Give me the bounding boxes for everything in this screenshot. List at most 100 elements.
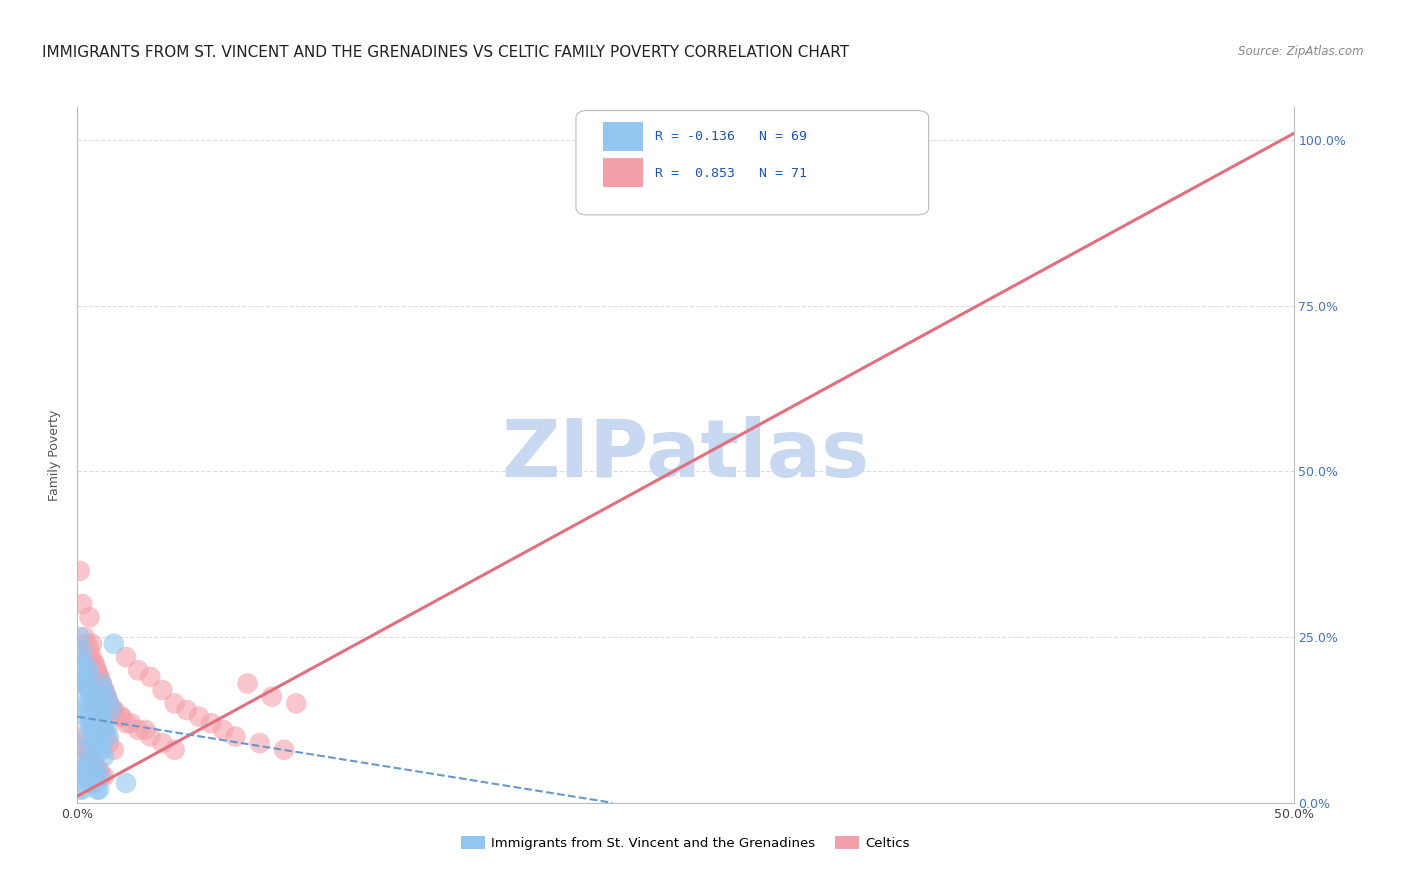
Point <box>79 776 101 790</box>
Point <box>69 782 91 797</box>
Point <box>90 769 112 783</box>
Point <box>90 709 112 723</box>
Point <box>200 716 222 731</box>
Point <box>69 630 91 644</box>
Point <box>80 776 103 790</box>
Point <box>134 723 156 737</box>
Point <box>100 703 122 717</box>
Point <box>80 690 103 704</box>
Text: ZIPatlas: ZIPatlas <box>502 416 869 494</box>
Point <box>73 709 96 723</box>
Point <box>115 650 138 665</box>
Point <box>69 730 91 744</box>
FancyBboxPatch shape <box>603 121 643 151</box>
Point <box>163 743 186 757</box>
Point <box>83 697 105 711</box>
Point <box>86 782 108 797</box>
Point <box>83 776 105 790</box>
Point <box>139 670 162 684</box>
FancyBboxPatch shape <box>576 111 929 215</box>
Point <box>79 716 101 731</box>
Legend: Immigrants from St. Vincent and the Grenadines, Celtics: Immigrants from St. Vincent and the Gren… <box>456 830 915 855</box>
Point <box>163 697 186 711</box>
Point <box>80 723 103 737</box>
Point <box>93 683 115 698</box>
Point <box>89 736 111 750</box>
Point <box>79 749 101 764</box>
Point <box>127 723 149 737</box>
Point <box>93 683 115 698</box>
Point <box>70 690 93 704</box>
Point <box>236 676 259 690</box>
Point <box>80 683 103 698</box>
Point <box>97 697 120 711</box>
Point <box>212 723 235 737</box>
Point <box>70 643 93 657</box>
Point <box>83 657 105 671</box>
Point <box>139 730 162 744</box>
Point <box>80 637 103 651</box>
Point <box>89 703 111 717</box>
Point <box>97 697 120 711</box>
Point <box>224 730 246 744</box>
Point <box>260 690 283 704</box>
Point <box>285 697 308 711</box>
Point <box>97 730 120 744</box>
Point <box>103 637 125 651</box>
Point <box>73 743 96 757</box>
Text: IMMIGRANTS FROM ST. VINCENT AND THE GRENADINES VS CELTIC FAMILY POVERTY CORRELAT: IMMIGRANTS FROM ST. VINCENT AND THE GREN… <box>42 45 849 60</box>
Point <box>152 736 174 750</box>
Point <box>93 723 115 737</box>
Point <box>90 743 112 757</box>
Point <box>86 703 108 717</box>
Point <box>76 730 98 744</box>
Point <box>76 637 98 651</box>
Point <box>89 670 111 684</box>
Point <box>76 769 98 783</box>
Point <box>73 630 96 644</box>
Point <box>120 716 142 731</box>
Point <box>83 769 105 783</box>
Point <box>79 683 101 698</box>
Point <box>80 756 103 770</box>
Point <box>79 610 101 624</box>
Point <box>83 736 105 750</box>
Point <box>96 690 118 704</box>
Point <box>80 650 103 665</box>
Point <box>73 763 96 777</box>
Point <box>249 736 271 750</box>
Point <box>73 670 96 684</box>
Text: R = -0.136   N = 69: R = -0.136 N = 69 <box>655 130 807 144</box>
Point <box>97 697 120 711</box>
Point <box>273 743 295 757</box>
Point <box>110 709 132 723</box>
Point <box>96 730 118 744</box>
Point <box>103 703 125 717</box>
Point <box>86 697 108 711</box>
Point <box>79 769 101 783</box>
Point <box>90 743 112 757</box>
Point <box>73 676 96 690</box>
Point <box>86 730 108 744</box>
Point <box>83 657 105 671</box>
Point <box>90 676 112 690</box>
Point <box>93 749 115 764</box>
Text: Source: ZipAtlas.com: Source: ZipAtlas.com <box>1239 45 1364 58</box>
Point <box>86 663 108 677</box>
Point <box>79 663 101 677</box>
Point <box>90 716 112 731</box>
Point <box>83 697 105 711</box>
Point <box>83 690 105 704</box>
Point <box>89 736 111 750</box>
Point <box>89 769 111 783</box>
Point <box>90 676 112 690</box>
Point <box>89 709 111 723</box>
Point <box>127 663 149 677</box>
Point <box>70 782 93 797</box>
Point <box>70 763 93 777</box>
Point <box>93 716 115 731</box>
Point <box>70 676 93 690</box>
Point <box>83 723 105 737</box>
Point <box>89 670 111 684</box>
Point <box>79 643 101 657</box>
